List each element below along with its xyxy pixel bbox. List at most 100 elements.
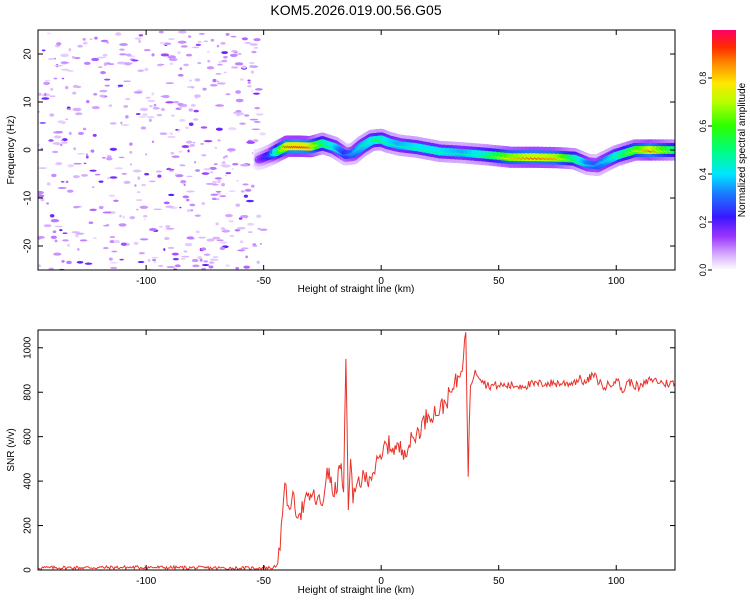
spectrogram-noise-cell: [157, 264, 164, 267]
spectrogram-noise: [38, 30, 268, 270]
snr-y-tick-label: 800: [23, 383, 34, 400]
spectrogram-noise-cell: [212, 236, 221, 240]
spectrogram-noise-cell: [99, 94, 106, 98]
spectrogram-noise-cell: [160, 53, 170, 57]
spectrogram-noise-cell: [244, 114, 250, 117]
spectrogram-noise-cell: [80, 173, 89, 177]
spectrogram-noise-cell: [109, 122, 117, 125]
spectrogram-noise-cell: [107, 63, 115, 65]
spectrogram-noise-cell: [86, 155, 89, 159]
spectrogram-noise-cell: [138, 34, 144, 37]
spectrogram-noise-cell: [188, 108, 193, 112]
spectrogram-noise-cell: [221, 161, 226, 165]
spectrogram-noise-cell: [152, 258, 157, 262]
spectrogram-noise-cell: [194, 214, 201, 217]
spectrogram-noise-cell: [136, 208, 139, 211]
spectrogram-noise-cell: [67, 164, 75, 168]
spectrogram-noise-cell: [68, 48, 72, 52]
spectrogram-noise-cell: [171, 114, 175, 117]
spectrogram-noise-cell: [110, 266, 118, 269]
spectrogram-noise-cell: [57, 120, 66, 124]
spectrogram-noise-cell: [230, 35, 237, 38]
spectrogram-noise-cell: [131, 59, 139, 62]
spectrogram-noise-cell: [83, 162, 87, 165]
spectrogram-noise-cell: [77, 248, 80, 251]
spectrogram-noise-cell: [96, 56, 106, 59]
spectrogram-noise-cell: [166, 266, 176, 268]
spectrogram-noise-cell: [49, 113, 55, 117]
spectrogram-noise-cell: [177, 51, 181, 55]
spectrogram-noise-cell: [185, 126, 190, 130]
spectrogram-noise-cell: [143, 214, 148, 218]
spectrogram-noise-cell: [100, 70, 106, 75]
spectrogram-noise-cell: [216, 44, 220, 48]
spectrogram-noise-cell: [177, 129, 181, 132]
spectrogram-noise-cell: [187, 149, 190, 153]
spectrogram-noise-cell: [185, 140, 193, 144]
spectrogram-noise-cell: [137, 261, 145, 264]
spectrogram-noise-cell: [210, 193, 219, 196]
spectrogram-noise-cell: [259, 132, 266, 136]
spectrogram-noise-cell: [98, 205, 104, 209]
spectrogram-noise-cell: [193, 109, 199, 113]
spectrogram-y-tick-label: 10: [23, 96, 34, 108]
spectrogram-noise-cell: [236, 113, 240, 117]
spectrogram-noise-cell: [94, 36, 98, 40]
spectrogram-noise-cell: [219, 241, 228, 244]
spectrogram-noise-cell: [158, 225, 163, 228]
spectrogram-noise-cell: [50, 235, 57, 239]
spectrogram-noise-cell: [255, 113, 264, 116]
spectrogram-noise-cell: [148, 228, 157, 232]
spectrogram-noise-cell: [129, 216, 136, 220]
spectrogram-noise-cell: [251, 70, 254, 74]
spectrogram-noise-cell: [253, 120, 261, 123]
spectrogram-noise-cell: [84, 262, 93, 265]
spectrogram-noise-cell: [219, 195, 227, 197]
spectrogram-noise-cell: [179, 67, 183, 71]
spectrogram-noise-cell: [228, 190, 236, 193]
spectrogram-noise-cell: [138, 252, 145, 255]
spectrogram-noise-cell: [203, 260, 209, 263]
spectrogram-noise-cell: [238, 217, 243, 220]
spectrogram-noise-cell: [165, 101, 175, 104]
spectrogram-noise-cell: [246, 140, 256, 144]
spectrogram-noise-cell: [50, 87, 54, 91]
spectrogram-noise-cell: [178, 30, 187, 34]
spectrogram-noise-cell: [243, 194, 249, 198]
spectrogram-noise-cell: [120, 242, 127, 246]
colorbar-tick-label: 0.8: [698, 72, 708, 85]
spectrogram-noise-cell: [188, 122, 194, 126]
snr-y-tick-label: 0: [23, 567, 34, 573]
spectrogram-noise-cell: [169, 132, 174, 135]
spectrogram-noise-cell: [217, 63, 223, 66]
spectrogram-noise-cell: [111, 250, 118, 253]
spectrogram-noise-cell: [73, 56, 81, 60]
spectrogram-noise-cell: [190, 209, 194, 212]
spectrogram-noise-cell: [202, 87, 207, 91]
snr-x-tick-label: 0: [378, 576, 384, 587]
spectrogram-noise-cell: [194, 94, 201, 98]
spectrogram-y-tick-label: -10: [23, 190, 34, 205]
spectrogram-noise-cell: [72, 91, 77, 95]
spectrogram-noise-cell: [189, 143, 195, 147]
snr-x-axis-label: Height of straight line (km): [298, 585, 415, 596]
spectrogram-noise-cell: [210, 38, 215, 42]
spectrogram-noise-cell: [73, 147, 76, 151]
snr-x-tick-label: 50: [493, 576, 505, 587]
spectrogram-y-ticks: -20 -10 0 10 20: [23, 48, 675, 253]
spectrogram-noise-cell: [86, 100, 90, 104]
spectrogram-noise-cell: [167, 135, 176, 139]
spectrogram-noise-cell: [92, 133, 97, 137]
spectrogram-noise-cell: [244, 188, 252, 192]
spectrogram-x-tick-label: 50: [493, 276, 505, 287]
spectrogram-noise-cell: [242, 65, 247, 69]
snr-y-axis-label: SNR (v/v): [6, 428, 17, 471]
spectrogram-noise-cell: [92, 186, 95, 189]
spectrogram-noise-cell: [101, 156, 106, 159]
spectrogram-noise-cell: [220, 227, 226, 230]
spectrogram-noise-cell: [201, 267, 207, 270]
spectrogram-noise-cell: [225, 172, 232, 175]
spectrogram-noise-cell: [247, 81, 251, 84]
